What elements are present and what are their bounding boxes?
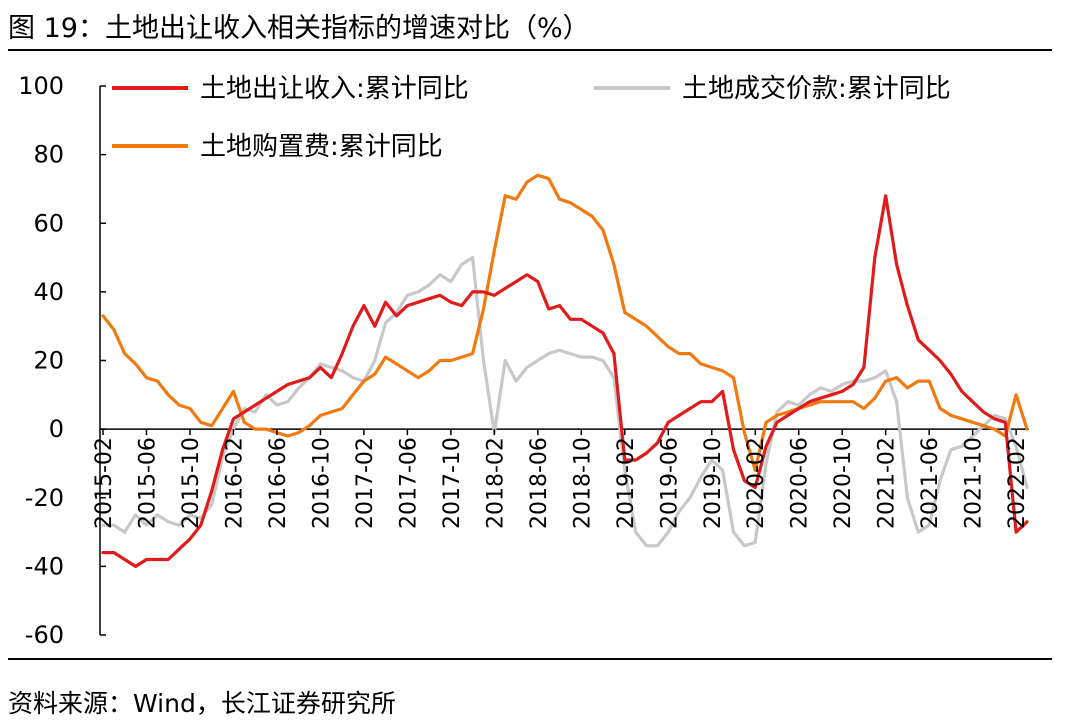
x-tick-label: 2022-02 — [1005, 437, 1030, 529]
series-line-1 — [101, 194, 1029, 568]
x-tick-label: 2021-10 — [962, 437, 987, 529]
y-tick-label: 0 — [49, 415, 64, 443]
x-tick-label: 2020-10 — [831, 437, 856, 529]
top-rule — [8, 49, 1052, 51]
bottom-rule — [8, 658, 1052, 660]
x-tick-label: 2020-06 — [788, 437, 813, 529]
x-tick-label: 2021-02 — [875, 437, 900, 529]
figure-title: 图 19：土地出让收入相关指标的增速对比（%） — [8, 13, 590, 44]
x-tick-label: 2021-06 — [918, 437, 943, 529]
x-tick-label: 2015-02 — [92, 437, 117, 529]
x-tick-label: 2018-10 — [570, 437, 595, 529]
y-tick-label: -20 — [25, 484, 64, 512]
x-tick-label: 2019-06 — [657, 437, 682, 529]
x-tick-label: 2016-02 — [222, 437, 247, 529]
y-tick-label: 100 — [18, 72, 64, 100]
y-tick-label: -40 — [25, 552, 64, 580]
x-tick-label: 2017-06 — [396, 437, 421, 529]
x-axis: 2015-02 2015-06 2015-10 2016-02 2016-06 2016-… — [92, 429, 1030, 529]
y-tick-label: 20 — [33, 347, 64, 375]
series-lines — [101, 173, 1029, 568]
y-tick-label: 60 — [33, 209, 64, 237]
legend-label-3: 土地购置费:累计同比 — [200, 132, 443, 162]
legend-label-1: 土地出让收入:累计同比 — [200, 74, 469, 104]
series-line-3 — [101, 173, 1029, 472]
y-tick-label: 80 — [33, 141, 64, 169]
x-tick-label: 2015-10 — [179, 437, 204, 529]
x-tick-label: 2018-02 — [483, 437, 508, 529]
x-tick-label: 2020-02 — [744, 437, 769, 529]
y-tick-label: -60 — [25, 621, 64, 649]
x-tick-label: 2017-10 — [440, 437, 465, 529]
legend-label-2: 土地成交价款:累计同比 — [682, 74, 951, 104]
source-note: 资料来源：Wind，长江证券研究所 — [8, 689, 396, 718]
y-axis: 100 80 60 40 20 0 -20 -40 -60 — [18, 72, 106, 649]
x-tick-label: 2019-10 — [701, 437, 726, 529]
series-line-2 — [101, 256, 1029, 548]
x-tick-label: 2016-06 — [266, 437, 291, 529]
y-tick-label: 40 — [33, 278, 64, 306]
x-tick-label: 2015-06 — [135, 437, 160, 529]
x-tick-label: 2017-02 — [353, 437, 378, 529]
x-tick-label: 2016-10 — [309, 437, 334, 529]
x-tick-label: 2018-06 — [527, 437, 552, 529]
x-tick-label: 2019-02 — [614, 437, 639, 529]
